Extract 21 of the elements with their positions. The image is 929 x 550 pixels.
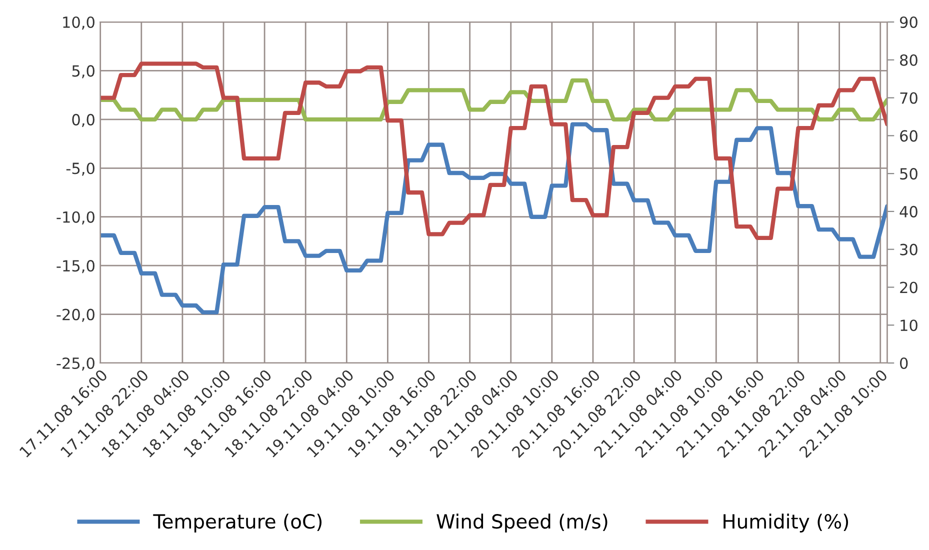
- y2-tick-label: 30: [900, 244, 918, 256]
- y2-tick-label: 60: [900, 130, 918, 142]
- y-tick-label: -15,0: [56, 260, 94, 274]
- y2-tick-label: 20: [900, 282, 918, 294]
- y2-tick-label: 80: [900, 54, 918, 66]
- y-tick-label: 0,0: [72, 114, 94, 128]
- legend-label: Humidity (%): [724, 514, 848, 532]
- legend-label: Temperature (oC): [153, 514, 322, 532]
- legend-label: Wind Speed (m/s): [436, 514, 608, 532]
- y-tick-label: -20,0: [56, 308, 94, 322]
- y-tick-label: -10,0: [56, 211, 94, 224]
- y-tick-label: 5,0: [72, 65, 94, 78]
- y-tick-label: -25,0: [56, 357, 94, 371]
- y-tick-label: 10,0: [63, 16, 94, 30]
- y2-tick-label: 40: [900, 206, 918, 218]
- y2-tick-label: 90: [900, 16, 918, 28]
- y2-tick-label: 50: [900, 168, 918, 180]
- y2-tick-label: 70: [900, 92, 918, 104]
- y2-tick-label: 10: [900, 320, 918, 332]
- y-tick-label: -5,0: [66, 162, 94, 176]
- y2-tick-label: 0: [900, 357, 908, 370]
